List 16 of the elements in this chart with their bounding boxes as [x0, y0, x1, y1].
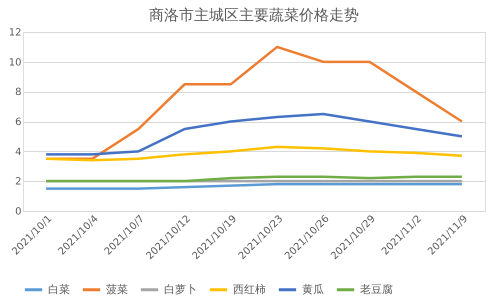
line-series [44, 112, 464, 156]
chart-title: 商洛市主城区主要蔬菜价格走势 [149, 6, 359, 24]
y-tick-label: 8 [15, 87, 22, 98]
legend-label: 黄瓜 [302, 282, 324, 296]
legend-label: 西红柿 [233, 282, 266, 296]
y-tick-label: 0 [15, 206, 22, 218]
legend-label: 菠菜 [106, 282, 128, 296]
legend-label: 白萝卜 [164, 282, 197, 296]
y-tick-label: 12 [8, 28, 22, 38]
y-tick-label: 2 [15, 176, 22, 188]
y-tick-label: 6 [15, 117, 22, 128]
legend-label: 白菜 [48, 282, 70, 296]
y-tick-label: 4 [15, 146, 22, 158]
line-series [44, 146, 464, 162]
y-tick-label: 10 [8, 57, 22, 68]
legend-label: 老豆腐 [360, 282, 393, 296]
